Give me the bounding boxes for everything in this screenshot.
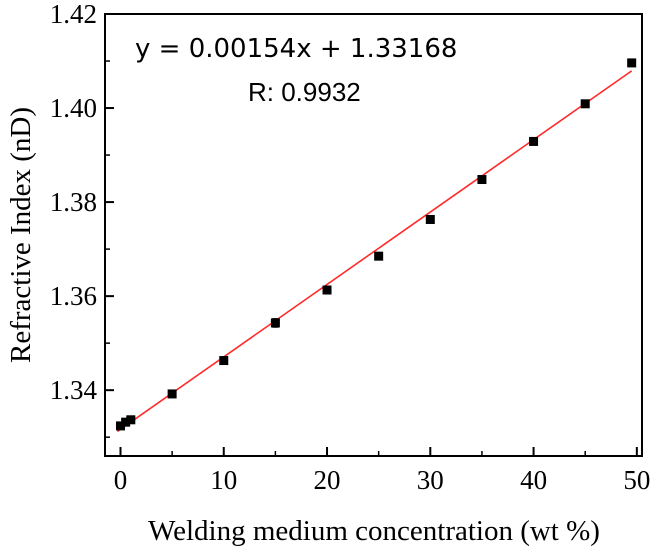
y-tick-label: 1.34 — [50, 375, 98, 405]
data-point — [219, 356, 229, 366]
data-point — [529, 136, 539, 146]
fit-line — [116, 70, 633, 433]
fit-equation: y = 0.00154x + 1.33168 — [135, 34, 457, 64]
y-tick-label: 1.36 — [50, 281, 97, 311]
data-point — [121, 417, 131, 427]
x-axis-label: Welding medium concentration (wt %) — [148, 515, 600, 547]
y-axis-label: Refractive Index (nD) — [5, 107, 37, 363]
data-point — [580, 99, 590, 109]
plot-frame — [104, 13, 643, 457]
x-tick-label: 10 — [210, 465, 237, 495]
data-point — [627, 58, 637, 68]
data-point — [322, 285, 332, 295]
tick-labels: 0 10 20 30 40 50 1.34 1.36 1.38 1.40 1.42 — [50, 0, 651, 495]
data-point — [115, 421, 125, 431]
y-tick-label: 1.42 — [50, 0, 97, 29]
data-point — [374, 251, 384, 261]
x-tick-label: 40 — [520, 465, 547, 495]
r-value: R: 0.9932 — [248, 77, 361, 107]
y-tick-label: 1.38 — [50, 187, 97, 217]
axis-ticks — [105, 13, 638, 456]
data-points-layer — [115, 58, 637, 431]
x-tick-label: 20 — [314, 465, 341, 495]
data-point — [477, 175, 487, 185]
data-point — [270, 318, 280, 328]
data-point — [167, 389, 177, 399]
x-tick-label: 0 — [114, 465, 128, 495]
x-tick-label: 30 — [417, 465, 444, 495]
data-point — [126, 415, 136, 425]
y-tick-label: 1.40 — [50, 93, 97, 123]
fit-line-layer — [116, 70, 633, 433]
x-tick-label: 50 — [623, 465, 650, 495]
data-point — [425, 214, 435, 224]
